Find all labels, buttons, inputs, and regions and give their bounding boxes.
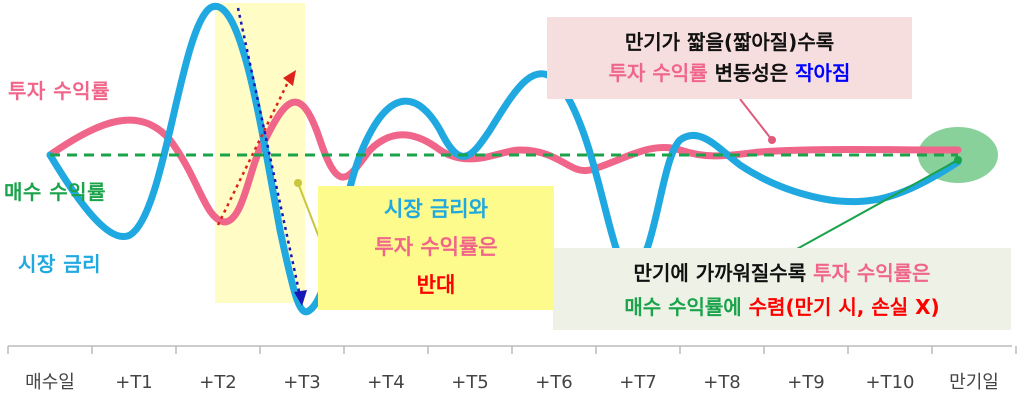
callout-convergence-line2: 매수 수익률에 수렴(만기 시, 손실 X) [553,290,1011,324]
callout-maturity-line2: 투자 수익률 변동성은 작아짐 [547,58,912,89]
callout-convergence-converge: 수렴(만기 시, 손실 X) [748,295,940,319]
opposite-callout-connector [297,182,321,241]
falling-rate-arrowhead [294,290,307,306]
x-tick-label: +T8 [703,372,741,393]
callout-maturity: 만기가 짧을(짧아질)수록 투자 수익률 변동성은 작아짐 [547,17,912,99]
x-tick-label: +T6 [535,372,573,393]
market-rate-line [46,2,962,316]
callout-convergence-purchase: 매수 수익률에 [624,295,749,319]
label-purchase-return: 매수 수익률 [4,180,106,204]
callout-maturity-smaller: 작아짐 [795,61,851,85]
opposite-callout-dot [294,179,302,187]
callout-opposite-line2: 투자 수익률은 [374,235,498,259]
convergence-callout-connector [785,159,959,256]
callout-maturity-volatility: 변동성은 [707,61,796,85]
callout-opposite-line1: 시장 금리와 [384,197,488,221]
maturity-ellipse [918,127,998,183]
maturity-callout-dot [768,136,776,144]
callout-maturity-line1: 만기가 짧을(짧아질)수록 [624,30,835,54]
x-tick-label: +T7 [619,372,657,393]
falling-rate-arrow-shaft [236,7,302,297]
x-tick-label: +T2 [199,372,237,393]
x-tick-label: +T10 [866,372,915,393]
callout-maturity-return: 투자 수익률 [608,61,708,85]
maturity-callout-connector [739,98,773,141]
label-market-rate: 시장 금리 [18,252,102,276]
callout-convergence: 만기에 가까워질수록 투자 수익률은 매수 수익률에 수렴(만기 시, 손실 X… [553,248,1011,330]
callout-convergence-near: 만기에 가까워질수록 [633,261,814,285]
callout-convergence-return: 투자 수익률은 [813,261,931,285]
callout-opposite: 시장 금리와 투자 수익률은 반대 [318,186,554,310]
x-tick-label: +T3 [283,372,321,393]
investment-return-line [46,98,962,226]
x-tick-label: 매수일 [25,372,75,393]
x-tick-label: +T9 [787,372,825,393]
x-tick-label: +T1 [115,372,153,393]
callout-convergence-line1: 만기에 가까워질수록 투자 수익률은 [553,256,1011,290]
x-tick-label: +T5 [451,372,489,393]
x-axis-ticks [7,346,1017,354]
x-tick-label: 만기일 [949,372,999,393]
rising-return-arrowhead [283,70,296,86]
callout-opposite-line3: 반대 [416,273,456,297]
x-tick-label: +T4 [367,372,405,393]
x-axis-labels: 매수일 +T1 +T2 +T3 +T4 +T5 +T6 +T7 +T8 +T9 +T10 만기일 [25,372,999,393]
convergence-callout-dot [954,156,962,164]
label-investment-return: 투자 수익률 [8,79,110,103]
